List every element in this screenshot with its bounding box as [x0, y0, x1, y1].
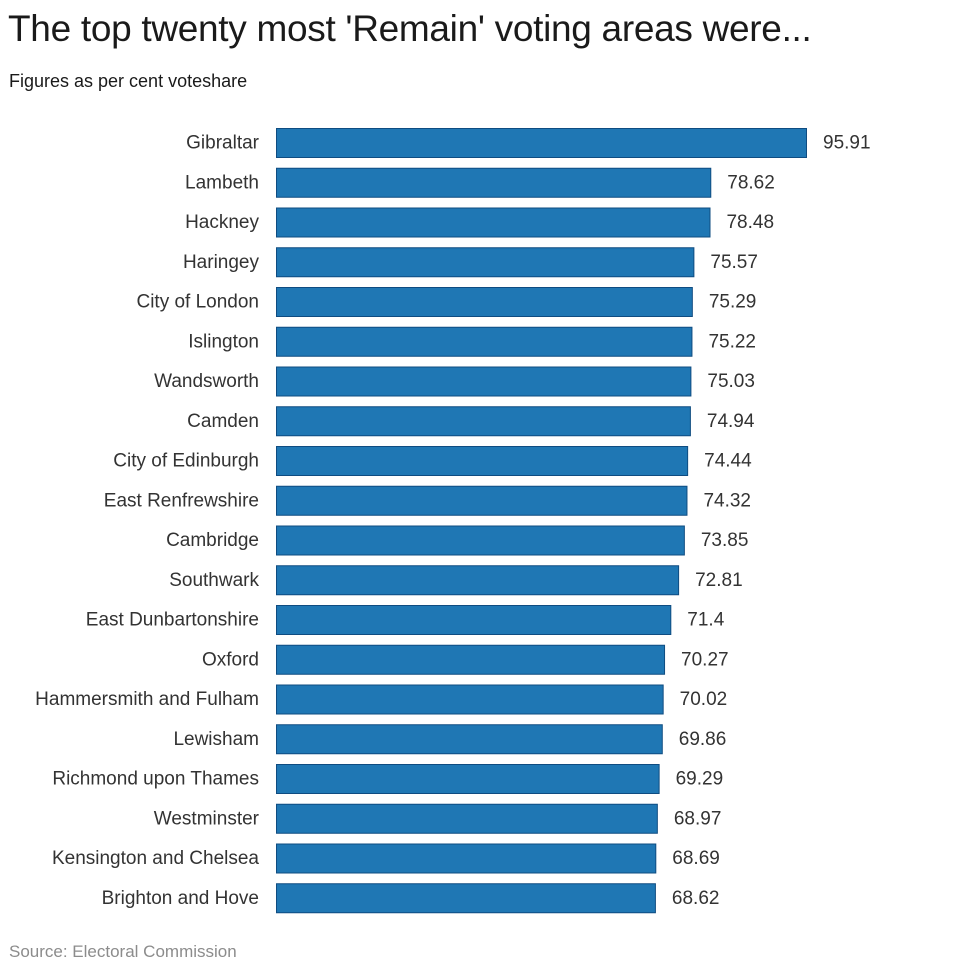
- bar: [276, 803, 658, 834]
- value-label: 74.94: [707, 411, 755, 432]
- category-label: Haringey: [183, 252, 260, 273]
- bar: [276, 485, 688, 516]
- value-label: 78.62: [727, 172, 775, 193]
- value-label: 95.91: [823, 133, 871, 154]
- category-label: City of London: [136, 292, 259, 313]
- bar: [276, 764, 660, 794]
- category-label: City of Edinburgh: [113, 451, 259, 472]
- category-label: Richmond upon Thames: [52, 769, 259, 790]
- bar: [276, 724, 663, 755]
- value-label: 75.29: [709, 292, 757, 313]
- category-label: Gibraltar: [186, 133, 260, 154]
- bar: [276, 446, 689, 476]
- value-label: 68.69: [672, 848, 720, 869]
- category-label: Westminster: [154, 808, 260, 829]
- category-label: East Dunbartonshire: [86, 610, 259, 631]
- bar: [276, 366, 692, 397]
- category-label: Islington: [188, 331, 259, 352]
- bar: [276, 605, 672, 635]
- value-label: 72.81: [695, 570, 743, 591]
- bar: [276, 843, 657, 874]
- bar: [276, 883, 656, 914]
- category-label: Brighton and Hove: [102, 888, 259, 909]
- bar: [276, 406, 691, 437]
- category-label: Cambridge: [166, 530, 259, 551]
- chart-subtitle: Figures as per cent voteshare: [9, 71, 248, 91]
- bar: [276, 247, 695, 278]
- category-label: Kensington and Chelsea: [52, 848, 259, 869]
- bar: [276, 525, 685, 556]
- value-label: 69.29: [676, 769, 724, 790]
- category-label: Oxford: [202, 649, 259, 670]
- bar: [276, 644, 666, 675]
- value-label: 70.27: [681, 649, 729, 670]
- bar: [276, 128, 807, 158]
- value-label: 74.32: [703, 490, 751, 511]
- source-note: Source: Electoral Commission: [9, 942, 237, 961]
- category-label: Wandsworth: [154, 371, 259, 392]
- category-label: Hackney: [185, 212, 259, 233]
- value-label: 71.4: [687, 610, 724, 631]
- bar: [276, 326, 693, 357]
- value-label: 75.22: [708, 331, 756, 352]
- value-label: 68.62: [672, 888, 720, 909]
- value-label: 75.03: [707, 371, 755, 392]
- value-label: 78.48: [726, 212, 774, 233]
- bar: [276, 287, 693, 317]
- bar: [276, 684, 664, 715]
- value-label: 68.97: [674, 808, 722, 829]
- category-label: Camden: [187, 411, 259, 432]
- value-label: 74.44: [704, 451, 752, 472]
- category-label: Southwark: [169, 570, 259, 591]
- chart-title: The top twenty most 'Remain' voting area…: [8, 8, 812, 49]
- bar: [276, 207, 711, 238]
- category-label: Lewisham: [173, 729, 259, 750]
- value-label: 75.57: [710, 252, 758, 273]
- value-label: 73.85: [701, 530, 749, 551]
- value-label: 69.86: [679, 729, 727, 750]
- bar: [276, 167, 712, 198]
- category-label: Lambeth: [185, 172, 259, 193]
- bar: [276, 565, 680, 596]
- value-label: 70.02: [680, 689, 728, 710]
- category-label: Hammersmith and Fulham: [35, 689, 259, 710]
- category-label: East Renfrewshire: [104, 490, 259, 511]
